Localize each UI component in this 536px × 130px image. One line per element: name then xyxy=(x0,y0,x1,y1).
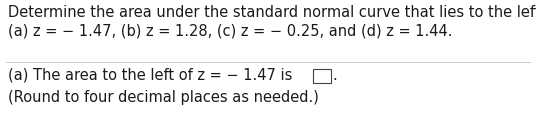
Text: (Round to four decimal places as needed.): (Round to four decimal places as needed.… xyxy=(8,90,319,105)
Text: (a) z = − 1.47, (b) z = 1.28, (c) z = − 0.25, and (d) z = 1.44.: (a) z = − 1.47, (b) z = 1.28, (c) z = − … xyxy=(8,23,452,38)
Text: (a) The area to the left of z = − 1.47 is: (a) The area to the left of z = − 1.47 i… xyxy=(8,68,292,83)
Text: .: . xyxy=(332,68,337,83)
Bar xyxy=(313,69,331,83)
Text: Determine the area under the standard normal curve that lies to the left of: Determine the area under the standard no… xyxy=(8,5,536,20)
